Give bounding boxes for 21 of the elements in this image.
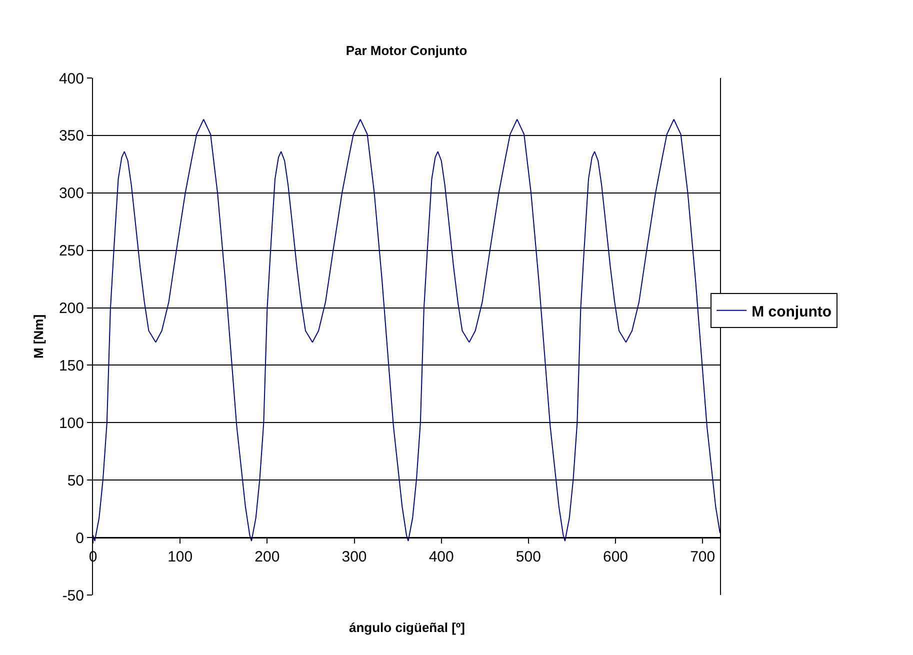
y-tick-label: 50 bbox=[67, 472, 84, 490]
y-tick-label: 350 bbox=[58, 128, 84, 145]
x-tick-label: 600 bbox=[602, 548, 628, 566]
x-tick-label: 300 bbox=[342, 548, 367, 566]
x-tick-label: 700 bbox=[690, 548, 716, 566]
x-tick-label: 200 bbox=[254, 548, 280, 566]
y-tick-label: -50 bbox=[62, 587, 84, 604]
x-tick-label: 400 bbox=[428, 548, 454, 566]
y-tick-label: 300 bbox=[58, 185, 84, 202]
y-tick-label: 400 bbox=[58, 70, 84, 88]
y-axis-title: M [Nm] bbox=[30, 314, 46, 359]
x-tick-label: 500 bbox=[516, 548, 541, 566]
y-tick-label: 150 bbox=[58, 357, 84, 374]
y-tick-label: 250 bbox=[58, 242, 84, 260]
x-axis-title: ángulo cigüeñal [º] bbox=[349, 620, 465, 635]
y-tick-label: 100 bbox=[58, 414, 84, 432]
chart-title: Par Motor Conjunto bbox=[346, 42, 468, 58]
legend-label: M conjunto bbox=[752, 303, 832, 320]
y-tick-label: 0 bbox=[76, 530, 84, 547]
y-tick-label: 200 bbox=[58, 300, 84, 318]
x-tick-label: 100 bbox=[168, 548, 193, 566]
